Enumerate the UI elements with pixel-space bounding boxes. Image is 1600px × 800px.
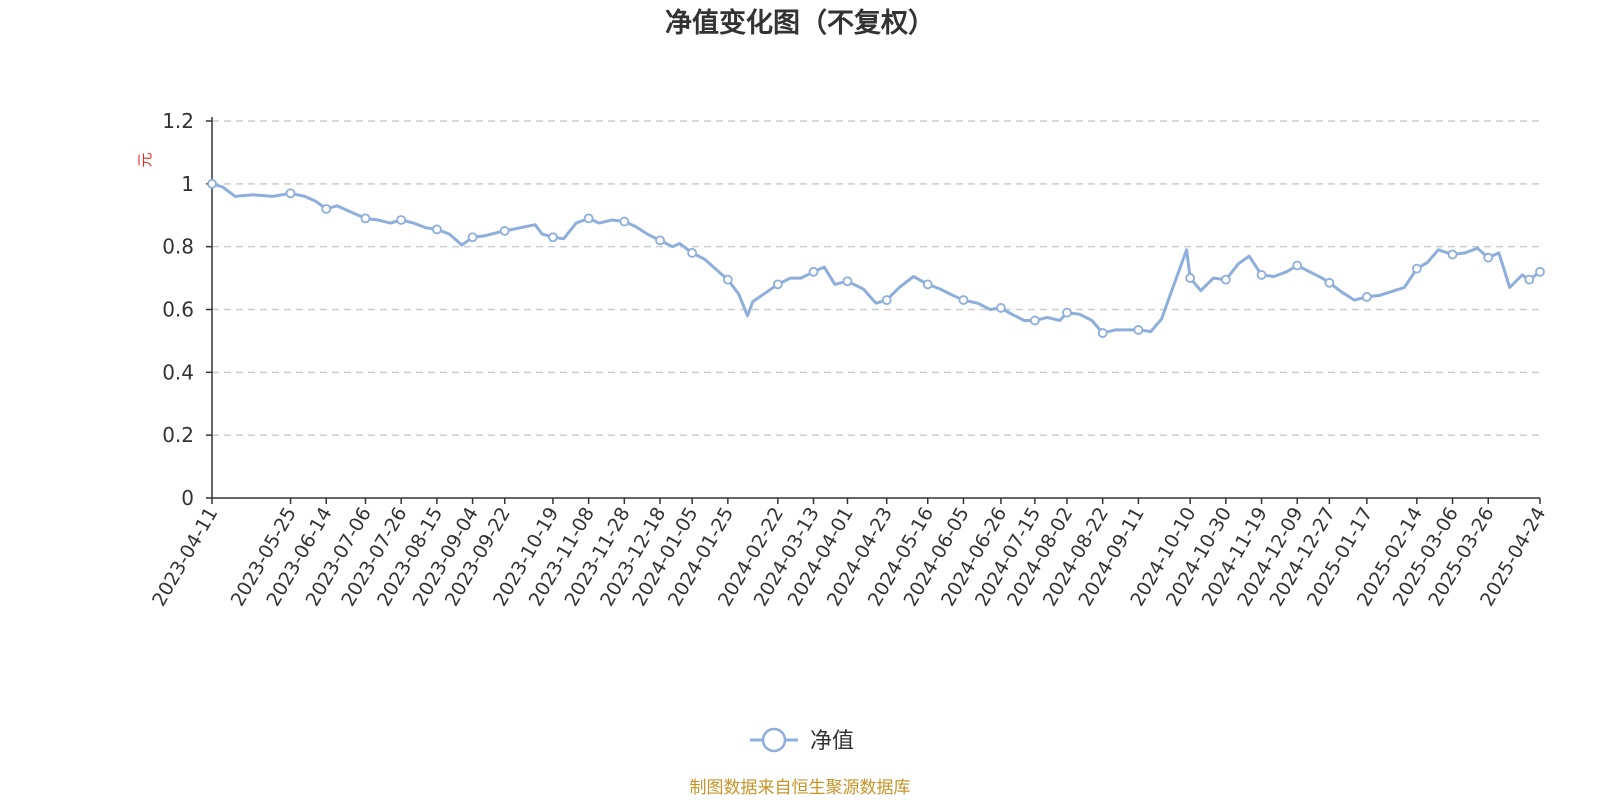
legend[interactable]: 净值 xyxy=(750,727,854,754)
data-point[interactable] xyxy=(772,279,783,290)
data-point[interactable] xyxy=(360,213,371,224)
y-tick-label: 0.4 xyxy=(162,360,194,384)
y-tick-label: 0 xyxy=(181,486,194,510)
data-point[interactable] xyxy=(1447,249,1458,260)
y-axis-unit: 元 xyxy=(136,152,154,167)
y-tick-label: 0.6 xyxy=(162,298,194,322)
series-layer xyxy=(207,178,1545,338)
y-tick-label: 0.8 xyxy=(162,235,194,259)
data-point[interactable] xyxy=(207,178,217,189)
data-point[interactable] xyxy=(1097,328,1108,338)
x-tick-label: 2023-04-11 xyxy=(148,504,222,611)
data-point[interactable] xyxy=(1483,252,1494,263)
data-source-note: 制图数据来自恒生聚源数据库 xyxy=(690,778,911,798)
data-point[interactable] xyxy=(996,303,1006,313)
data-point[interactable] xyxy=(958,295,969,305)
data-point[interactable] xyxy=(1324,277,1335,288)
data-point[interactable] xyxy=(1256,270,1267,280)
legend-marker-icon xyxy=(761,727,787,753)
data-point[interactable] xyxy=(285,188,296,199)
data-point[interactable] xyxy=(1535,266,1545,277)
y-tick-label: 0.2 xyxy=(162,423,194,447)
data-point[interactable] xyxy=(655,235,665,246)
data-point[interactable] xyxy=(321,204,332,214)
data-point[interactable] xyxy=(1292,260,1303,271)
data-point[interactable] xyxy=(1220,274,1231,285)
data-point[interactable] xyxy=(619,216,630,227)
data-point[interactable] xyxy=(722,274,733,285)
x-axis: 2023-04-11 2023-05-252023-06-142023-07-06… xyxy=(148,497,1550,611)
series-line xyxy=(210,182,1542,335)
data-point[interactable] xyxy=(1029,315,1040,326)
data-point[interactable] xyxy=(499,226,510,236)
y-axis: 0 0.2 0.4 0.6 0.8 1 1.2 xyxy=(162,109,213,510)
data-point[interactable] xyxy=(808,266,819,277)
legend-label: 净值 xyxy=(810,729,854,754)
data-point[interactable] xyxy=(1411,263,1422,274)
data-point[interactable] xyxy=(1361,292,1372,302)
data-point[interactable] xyxy=(842,276,853,287)
data-point[interactable] xyxy=(467,232,478,243)
data-point[interactable] xyxy=(881,295,892,305)
y-tick-label: 1.2 xyxy=(162,109,194,133)
data-point[interactable] xyxy=(1062,307,1072,318)
data-point[interactable] xyxy=(548,232,558,243)
grid-lines xyxy=(212,120,1540,436)
data-point[interactable] xyxy=(1524,274,1535,285)
chart-title: 净值变化图（不复权） xyxy=(665,7,935,39)
data-point[interactable] xyxy=(922,279,933,290)
data-point[interactable] xyxy=(1133,325,1144,335)
data-point[interactable] xyxy=(1185,273,1196,283)
y-tick-label: 1 xyxy=(181,172,194,196)
data-point[interactable] xyxy=(396,215,407,225)
data-point[interactable] xyxy=(583,213,594,224)
data-point[interactable] xyxy=(432,224,442,235)
data-point[interactable] xyxy=(687,248,698,258)
